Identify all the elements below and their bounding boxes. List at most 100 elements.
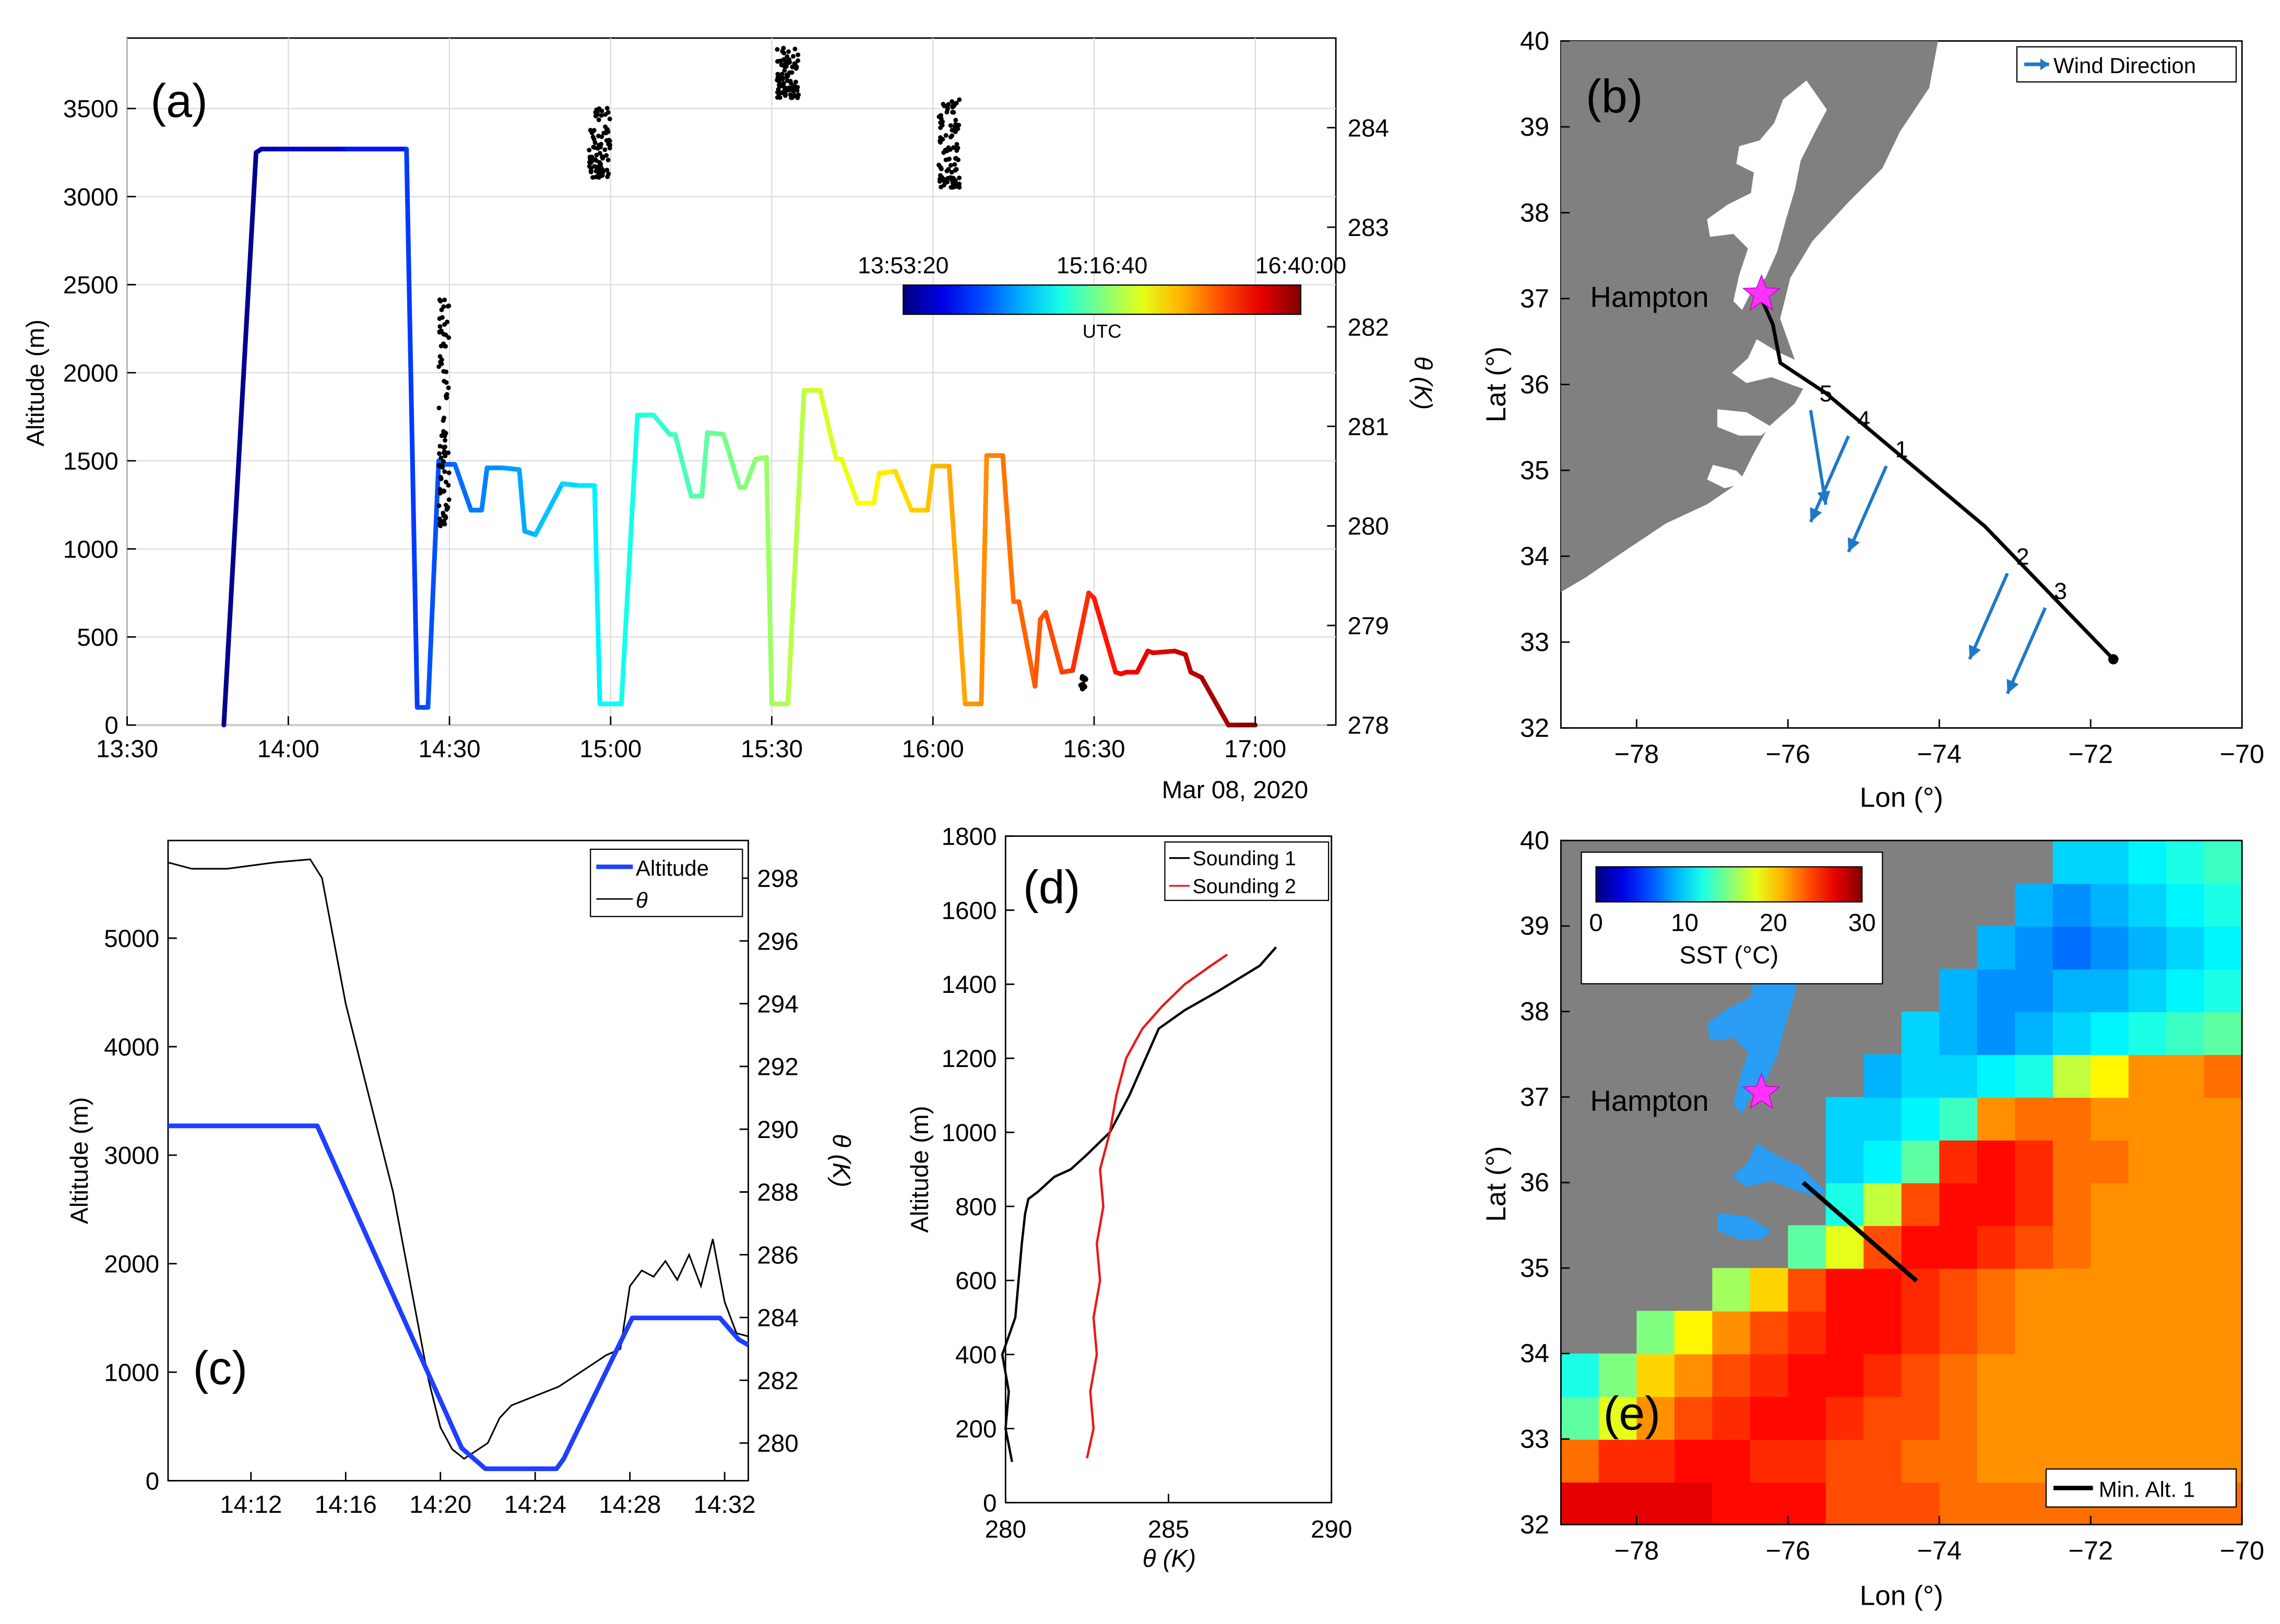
a-theta-point [442,378,447,384]
e-sst-cell [2166,1140,2205,1183]
a-y2tick-label: 280 [1348,513,1389,540]
a-theta-point [781,81,786,86]
panel-a-y2label: θ (K) [1409,356,1436,409]
c-y2tick-label: 282 [757,1367,798,1395]
e-sst-cell [2166,926,2205,970]
a-track-segment [560,481,581,488]
e-sst-cell [1863,1097,1903,1141]
e-sst-cell [2015,1097,2054,1141]
b-xtick-label: −74 [1917,739,1962,769]
e-sst-cell [1863,1481,1903,1525]
e-sst-cell [2204,1054,2243,1098]
e-sst-cell [1788,1396,1827,1440]
c-xtick-label: 14:16 [315,1491,377,1519]
panel-c-lines [168,858,750,1472]
b-ytick-label: 34 [1520,541,1549,571]
e-sst-cell [2166,883,2205,927]
a-theta-point [441,459,446,464]
d-sounding2-line [1086,953,1228,1459]
panel-a: 13:53:20 15:16:40 16:40:00 UTC 13:30 14:00 14… [22,37,1436,804]
c-y2tick-label: 284 [757,1305,798,1332]
panel-b-hampton-label: Hampton [1590,280,1708,313]
e-sst-cell [1901,1225,1940,1269]
panel-a-axes-box [126,37,1337,726]
e-colorbar-bar [1595,866,1863,903]
a-xtick-label: 17:00 [1224,736,1286,763]
panel-b-ylabel: Lat (°) [1481,347,1512,422]
panel-d-lines [1001,946,1277,1462]
b-xtick-label: −78 [1614,739,1659,769]
e-sst-cell [2091,1311,2130,1355]
a-track-segment [1032,617,1043,689]
e-sst-cell [2166,1011,2205,1055]
a-track-segment [946,464,968,706]
a-theta-point [948,135,953,140]
a-track-segment [876,469,898,476]
a-colorbar-tick-label: 16:40:00 [1255,253,1346,279]
e-colorbar-tick-label: 0 [1589,909,1602,937]
c-ytick-label: 5000 [104,925,159,953]
a-theta-point [439,463,444,468]
c-xtick-label: 14:12 [220,1491,282,1519]
e-sst-cell [1939,1268,1978,1312]
e-sst-cell [2015,1353,2054,1397]
e-sst-cell [2166,1353,2205,1397]
a-track-segment [764,455,775,706]
panel-d-legend: Sounding 1 Sounding 2 [1164,841,1329,902]
b-xtick-label: −72 [2069,739,2113,769]
panel-c-ylabel: Altitude (m) [66,1097,93,1224]
e-sst-cell [2128,1182,2167,1226]
e-sst-cell [1939,1182,1978,1226]
a-track-segment [871,470,882,506]
a-theta-point [600,156,605,161]
e-sst-cell [2204,1268,2243,1312]
e-sst-cell [1598,1439,1637,1483]
e-sst-cell [2052,1353,2092,1397]
e-sst-cell [1674,1396,1713,1440]
c-xtick-label: 14:28 [599,1491,661,1519]
e-sst-cell [1750,1311,1789,1355]
d-xtick-label: 290 [1311,1516,1352,1544]
a-theta-point [437,329,442,334]
a-theta-point [796,92,801,98]
a-theta-point [605,127,610,132]
e-sst-cell [1939,1481,1978,1525]
panel-b-flight-track [1756,289,2119,665]
e-sst-cell [1863,1396,1903,1440]
a-theta-point [446,483,451,488]
e-sst-cell [1863,1353,1903,1397]
b-wind-arrow [2005,607,2047,694]
a-theta-point [786,49,791,54]
panel-c-legend-altitude: Altitude [636,856,709,880]
a-theta-point [781,50,787,55]
a-theta-point [445,319,450,325]
e-sst-cell [1825,1481,1865,1525]
panel-a-label: (a) [150,75,208,127]
e-ytick-label: 33 [1520,1424,1549,1454]
e-sst-cell [2166,1182,2205,1226]
a-theta-point [442,469,447,474]
c-y2tick-label: 292 [757,1053,798,1081]
a-theta-point [587,148,592,152]
e-sst-cell [2052,1097,2092,1141]
e-sst-cell [1674,1439,1713,1483]
panel-d-legend-s1: Sounding 1 [1193,848,1296,870]
e-sst-cell [1750,1396,1789,1440]
a-track-segment [925,464,935,513]
e-sst-cell [1901,1182,1940,1226]
e-sst-cell [1788,1481,1827,1525]
e-sst-cell [2015,1011,2054,1055]
panel-d-axes-box [1005,835,1333,1503]
a-theta-point [599,165,604,171]
e-sst-cell [1977,1225,2016,1269]
e-sst-cell [2091,840,2130,884]
e-sst-cell [2052,1140,2092,1183]
a-theta-point [951,145,956,150]
e-sst-cell [1712,1268,1751,1312]
a-theta-point [948,123,953,128]
panel-e-legend: Min. Alt. 1 [2045,1468,2237,1508]
e-sst-cell [1977,1011,2016,1055]
a-colorbar-tick-label: 15:16:40 [1056,253,1147,279]
